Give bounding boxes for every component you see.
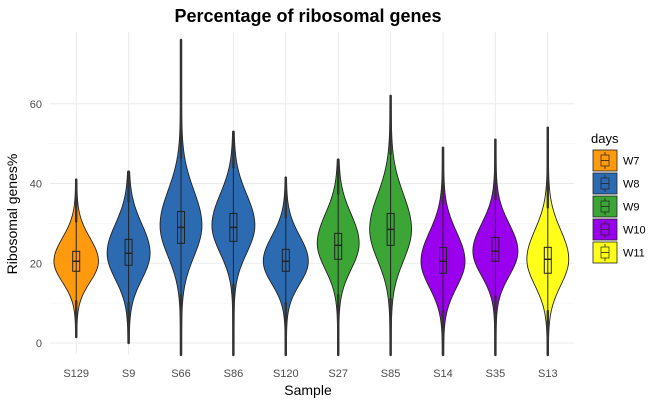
legend: days W7 W8 W9 W10 W11 [591,131,646,264]
x-tick-label: S27 [328,368,348,380]
violin-S9 [106,170,151,345]
y-tick-label: 0 [36,338,42,350]
x-tick-label: S129 [63,368,89,380]
violin-S35 [472,138,519,357]
x-axis: S129 S9 S66 S86 S120 S27 S85 S14 S35 S13 [63,368,557,380]
chart-title: Percentage of ribosomal genes [174,6,441,26]
x-tick-label: S14 [433,368,453,380]
x-tick-label: S85 [381,368,401,380]
y-axis: 0 20 40 60 [30,99,42,350]
x-axis-title: Sample [284,382,332,398]
x-tick-label: S120 [273,368,299,380]
x-tick-label: S13 [538,368,558,380]
x-tick-label: S86 [224,368,244,380]
legend-item-w8: W8 [592,172,640,195]
violin-S85 [369,94,413,357]
x-tick-label: S9 [122,368,135,380]
legend-label: W7 [623,156,640,168]
legend-item-w9: W9 [592,195,640,218]
y-tick-label: 40 [30,179,42,191]
violins [53,38,570,357]
box [124,238,133,266]
violin-S27 [316,158,360,357]
violin-S120 [262,176,309,357]
y-tick-label: 60 [30,99,42,111]
legend-label: W11 [623,248,645,260]
box [543,246,552,274]
x-tick-label: S35 [486,368,506,380]
box [334,232,343,260]
legend-label: W9 [623,202,640,214]
legend-title: days [591,131,619,146]
violin-S14 [420,146,466,357]
legend-item-w7: W7 [592,149,640,172]
legend-item-w11: W11 [592,241,645,264]
box [281,248,290,272]
legend-label: W10 [623,225,646,237]
legend-label: W8 [623,179,640,191]
box [439,246,447,274]
violin-S13 [526,126,570,357]
x-tick-label: S66 [171,368,191,380]
legend-item-w10: W10 [592,218,646,241]
box [491,236,500,262]
y-axis-title: Ribosomal genes% [4,154,20,275]
y-tick-label: 20 [30,258,42,270]
violin-S86 [211,130,256,357]
violin-S66 [159,38,203,357]
violin-S129 [53,178,99,339]
